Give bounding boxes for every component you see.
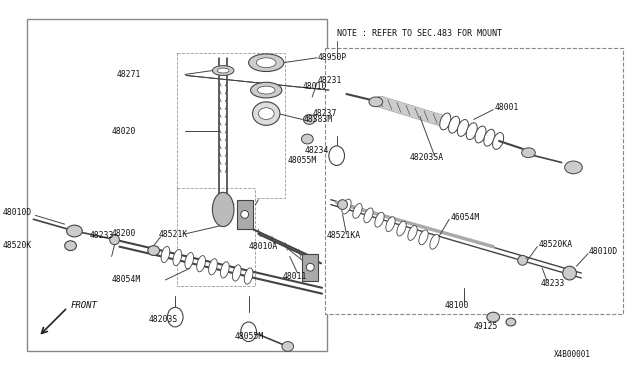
Text: 48950P: 48950P bbox=[318, 53, 348, 62]
Ellipse shape bbox=[364, 208, 373, 223]
Bar bbox=[26, 19, 327, 352]
Ellipse shape bbox=[518, 256, 527, 265]
Bar bbox=[303, 253, 318, 281]
Ellipse shape bbox=[329, 146, 344, 166]
Ellipse shape bbox=[185, 253, 193, 269]
Text: 48054M: 48054M bbox=[111, 275, 141, 285]
Ellipse shape bbox=[440, 113, 451, 130]
Text: 48233: 48233 bbox=[540, 279, 564, 288]
Text: 48010D: 48010D bbox=[589, 247, 618, 256]
Ellipse shape bbox=[487, 312, 500, 322]
Text: FRONT: FRONT bbox=[70, 301, 97, 310]
Ellipse shape bbox=[148, 246, 159, 256]
Ellipse shape bbox=[506, 318, 516, 326]
Ellipse shape bbox=[232, 265, 241, 281]
Ellipse shape bbox=[259, 108, 274, 119]
Text: 48520KA: 48520KA bbox=[538, 240, 572, 249]
Text: 48010: 48010 bbox=[303, 82, 327, 91]
Ellipse shape bbox=[301, 134, 313, 144]
Bar bbox=[177, 53, 285, 198]
Text: 48383M: 48383M bbox=[303, 115, 333, 124]
Ellipse shape bbox=[244, 268, 253, 284]
Ellipse shape bbox=[65, 241, 76, 251]
Ellipse shape bbox=[196, 256, 205, 272]
Ellipse shape bbox=[248, 54, 284, 71]
Text: 48271: 48271 bbox=[116, 70, 141, 79]
Ellipse shape bbox=[241, 211, 248, 218]
Text: 48520K: 48520K bbox=[2, 241, 31, 250]
Text: 48237: 48237 bbox=[312, 109, 337, 118]
Ellipse shape bbox=[408, 225, 417, 240]
Ellipse shape bbox=[67, 225, 83, 237]
Ellipse shape bbox=[303, 115, 315, 124]
Text: NOTE : REFER TO SEC.483 FOR MOUNT: NOTE : REFER TO SEC.483 FOR MOUNT bbox=[337, 29, 502, 38]
Ellipse shape bbox=[257, 86, 275, 94]
Ellipse shape bbox=[109, 235, 120, 245]
Text: 46054M: 46054M bbox=[450, 213, 479, 222]
Ellipse shape bbox=[218, 68, 229, 73]
Ellipse shape bbox=[564, 161, 582, 174]
Text: 48234: 48234 bbox=[305, 146, 329, 155]
Text: 48200: 48200 bbox=[111, 230, 136, 238]
Ellipse shape bbox=[282, 341, 294, 352]
Bar bbox=[177, 188, 255, 286]
Ellipse shape bbox=[221, 262, 229, 278]
Ellipse shape bbox=[212, 65, 234, 76]
Text: 49125: 49125 bbox=[474, 323, 498, 331]
Text: 48001: 48001 bbox=[494, 103, 518, 112]
Ellipse shape bbox=[475, 126, 486, 143]
Text: 48011: 48011 bbox=[283, 272, 307, 280]
Text: 48233: 48233 bbox=[90, 231, 115, 240]
Ellipse shape bbox=[466, 123, 477, 140]
Ellipse shape bbox=[449, 116, 460, 133]
Ellipse shape bbox=[458, 119, 468, 137]
Ellipse shape bbox=[563, 266, 577, 280]
Ellipse shape bbox=[353, 203, 362, 218]
Ellipse shape bbox=[522, 148, 535, 158]
Ellipse shape bbox=[484, 129, 495, 146]
Bar bbox=[325, 48, 623, 314]
Bar bbox=[237, 200, 253, 229]
Text: 48020: 48020 bbox=[111, 127, 136, 136]
Ellipse shape bbox=[307, 263, 314, 271]
Text: 48055M: 48055M bbox=[235, 332, 264, 341]
Text: 48521K: 48521K bbox=[159, 230, 188, 240]
Ellipse shape bbox=[241, 322, 257, 341]
Text: 48203S: 48203S bbox=[149, 315, 178, 324]
Text: X4B00001: X4B00001 bbox=[554, 350, 591, 359]
Text: 48203SA: 48203SA bbox=[410, 153, 444, 162]
Ellipse shape bbox=[375, 212, 384, 227]
Ellipse shape bbox=[251, 82, 282, 98]
Text: 48010D: 48010D bbox=[2, 208, 31, 217]
Ellipse shape bbox=[386, 217, 395, 232]
Ellipse shape bbox=[257, 58, 276, 68]
Ellipse shape bbox=[253, 102, 280, 125]
Ellipse shape bbox=[209, 259, 218, 275]
Text: 48010A: 48010A bbox=[248, 242, 278, 251]
Ellipse shape bbox=[369, 97, 383, 107]
Ellipse shape bbox=[161, 246, 170, 263]
Ellipse shape bbox=[168, 307, 183, 327]
Ellipse shape bbox=[419, 230, 428, 245]
Text: 48231: 48231 bbox=[318, 76, 342, 85]
Ellipse shape bbox=[338, 200, 348, 209]
Text: 48100: 48100 bbox=[444, 301, 468, 310]
Text: 48055M: 48055M bbox=[288, 156, 317, 165]
Ellipse shape bbox=[397, 221, 406, 236]
Ellipse shape bbox=[212, 192, 234, 227]
Text: 48521KA: 48521KA bbox=[327, 231, 361, 240]
Ellipse shape bbox=[430, 234, 439, 249]
Ellipse shape bbox=[173, 250, 182, 266]
Ellipse shape bbox=[493, 132, 504, 150]
Ellipse shape bbox=[342, 199, 351, 214]
